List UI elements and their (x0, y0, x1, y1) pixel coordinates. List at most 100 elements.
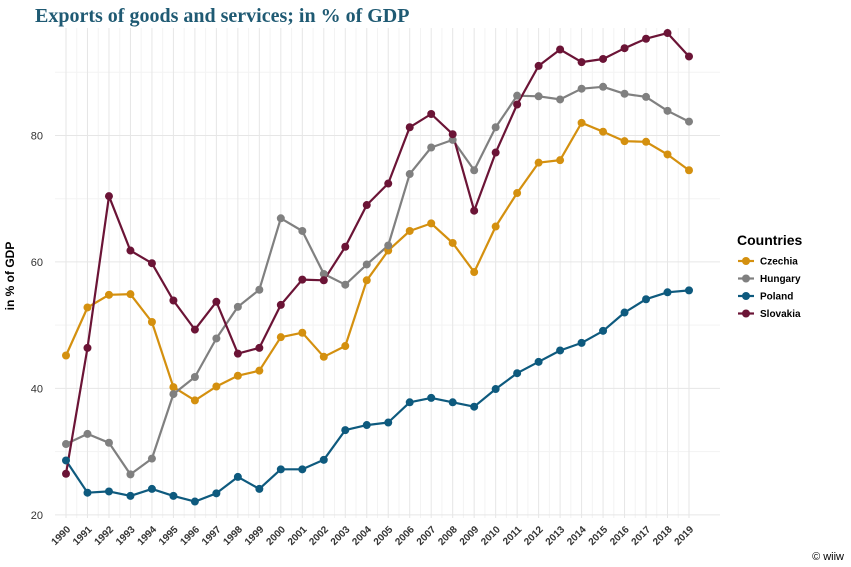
data-point-hungary (534, 92, 543, 101)
data-point-poland (491, 385, 500, 394)
data-point-hungary (62, 440, 70, 449)
data-point-hungary (104, 438, 113, 447)
data-point-hungary (341, 280, 350, 289)
data-point-slovakia (62, 469, 70, 478)
data-point-hungary (491, 123, 500, 132)
x-tick-label: 2003 (329, 524, 353, 548)
data-point-hungary (319, 269, 328, 278)
chart-title: Exports of goods and services; in % of G… (35, 5, 409, 27)
x-tick-label: 2010 (479, 524, 503, 548)
data-point-czechia (470, 268, 479, 277)
data-point-czechia (83, 303, 92, 312)
data-point-hungary (427, 143, 436, 152)
x-tick-label: 2019 (673, 524, 697, 548)
legend-title: Countries (737, 232, 803, 248)
x-axis-tick-labels: 1990199119921993199419951996199719981999… (50, 524, 697, 548)
data-point-poland (513, 369, 522, 378)
x-tick-label: 2001 (286, 524, 310, 548)
data-point-poland (599, 326, 608, 335)
data-point-hungary (190, 373, 199, 382)
data-point-slovakia (513, 100, 522, 109)
data-point-poland (104, 487, 113, 496)
data-point-poland (233, 472, 242, 481)
data-point-poland (448, 398, 457, 407)
x-tick-label: 2018 (651, 524, 675, 548)
data-point-poland (384, 418, 393, 427)
data-point-czechia (104, 290, 113, 299)
data-point-hungary (126, 470, 135, 479)
data-point-poland (556, 346, 565, 355)
data-point-czechia (255, 366, 264, 375)
x-tick-label: 2015 (587, 524, 611, 548)
data-point-czechia (276, 333, 285, 342)
data-point-hungary (642, 92, 651, 101)
data-point-poland (255, 484, 264, 493)
y-tick-label: 80 (31, 130, 43, 142)
data-point-poland (298, 465, 307, 474)
data-point-czechia (126, 290, 135, 299)
data-point-hungary (255, 285, 264, 294)
data-point-czechia (319, 352, 328, 361)
x-tick-label: 2017 (630, 524, 654, 548)
y-tick-label: 20 (31, 510, 43, 522)
data-point-slovakia (169, 296, 178, 305)
data-point-poland (62, 456, 70, 465)
data-point-hungary (448, 135, 457, 144)
x-tick-label: 1997 (200, 524, 224, 548)
x-tick-label: 2004 (350, 524, 374, 548)
data-point-slovakia (384, 179, 393, 188)
data-point-hungary (233, 302, 242, 311)
data-point-slovakia (534, 61, 543, 70)
data-point-poland (642, 295, 651, 304)
data-point-poland (427, 393, 436, 402)
data-point-poland (620, 308, 629, 317)
data-point-poland (276, 465, 285, 474)
x-tick-label: 2005 (372, 524, 396, 548)
data-point-poland (169, 491, 178, 500)
data-point-poland (83, 488, 92, 497)
x-tick-label: 2011 (501, 524, 524, 547)
data-point-poland (685, 286, 693, 295)
x-tick-label: 2013 (544, 524, 568, 548)
data-point-hungary (685, 117, 693, 126)
x-tick-label: 2007 (415, 524, 439, 548)
data-point-czechia (534, 158, 543, 167)
data-point-hungary (169, 390, 178, 399)
legend-label-slovakia: Slovakia (760, 309, 801, 320)
x-tick-label: 1994 (136, 524, 160, 548)
major-gridlines (55, 28, 720, 518)
data-point-hungary (513, 91, 522, 100)
data-point-hungary (577, 84, 586, 93)
data-point-czechia (663, 150, 672, 159)
data-point-slovakia (491, 148, 500, 157)
data-point-hungary (147, 454, 156, 463)
data-point-poland (147, 484, 156, 493)
x-tick-label: 2006 (393, 524, 417, 548)
data-point-hungary (470, 166, 479, 175)
y-axis-tick-labels: 20 40 60 80 (31, 130, 43, 521)
data-point-slovakia (190, 325, 199, 334)
copyright-caption: © wiiw (812, 551, 844, 563)
data-point-poland (341, 426, 350, 435)
minor-gridlines (55, 28, 720, 518)
data-point-slovakia (147, 259, 156, 268)
data-point-hungary (298, 226, 307, 235)
data-point-slovakia (405, 123, 414, 132)
x-tick-label: 2008 (436, 524, 460, 548)
data-point-czechia (147, 318, 156, 326)
data-point-hungary (556, 95, 565, 104)
data-point-hungary (405, 170, 414, 179)
data-point-slovakia (126, 246, 135, 255)
data-point-czechia (556, 156, 565, 165)
data-point-slovakia (599, 54, 608, 63)
data-point-czechia (491, 222, 500, 231)
x-tick-label: 1996 (179, 524, 203, 548)
data-point-czechia (685, 166, 693, 175)
x-tick-label: 1992 (93, 524, 117, 548)
data-point-czechia (599, 127, 608, 136)
data-point-czechia (169, 383, 178, 392)
data-point-slovakia (233, 349, 242, 358)
legend: Countries Czechia Hungary Poland Slovakia (737, 232, 803, 320)
data-point-poland (577, 338, 586, 347)
